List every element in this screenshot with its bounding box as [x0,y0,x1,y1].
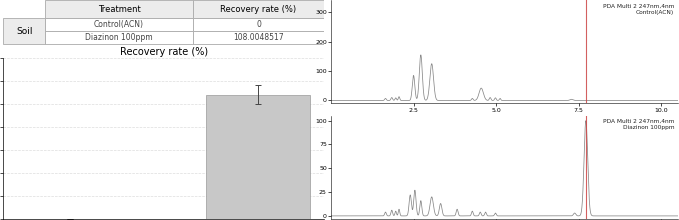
Text: Diazinon 100ppm: Diazinon 100ppm [85,33,153,42]
Text: Recovery rate (%): Recovery rate (%) [221,5,297,14]
Text: PDA Multi 2 247nm,4nm
Diazinon 100ppm: PDA Multi 2 247nm,4nm Diazinon 100ppm [603,119,674,130]
Text: Treatment: Treatment [98,5,141,14]
FancyBboxPatch shape [193,18,325,31]
FancyBboxPatch shape [193,0,325,18]
Bar [206,95,310,219]
Text: 108.0048517: 108.0048517 [233,33,284,42]
Text: Soil: Soil [16,27,33,36]
Text: Control(ACN): Control(ACN) [94,20,144,29]
FancyBboxPatch shape [3,18,45,44]
FancyBboxPatch shape [193,31,325,44]
FancyBboxPatch shape [45,18,193,31]
FancyBboxPatch shape [45,0,193,18]
Title: Recovery rate (%): Recovery rate (%) [120,47,208,57]
Text: 0: 0 [256,20,261,29]
Text: PDA Multi 2 247nm,4nm
Control(ACN): PDA Multi 2 247nm,4nm Control(ACN) [603,4,674,15]
FancyBboxPatch shape [45,31,193,44]
